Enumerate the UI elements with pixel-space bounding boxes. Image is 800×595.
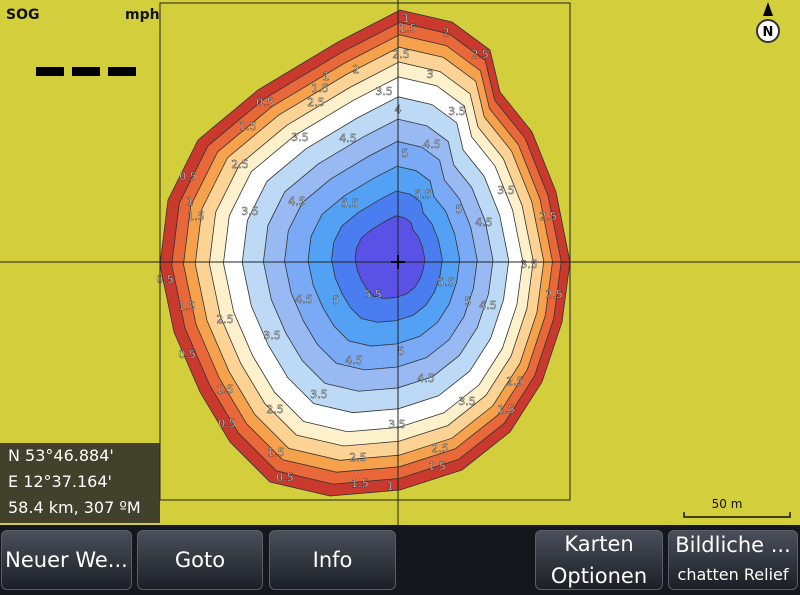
button-label: Karten: [564, 532, 634, 556]
compass-label: N: [763, 25, 774, 40]
button-label: chatten Relief: [677, 565, 789, 584]
contour-label: 0.5: [218, 417, 236, 430]
button[interactable]: Bildliche ... chatten Relief: [668, 530, 798, 590]
contour-label: 1.5: [216, 383, 234, 396]
contour-label: 4.5: [295, 293, 313, 306]
contour-label: 1.5: [187, 210, 205, 223]
contour-label: 2.5: [266, 403, 284, 416]
contour-label: 3.5: [388, 418, 406, 431]
contour-label: 4.5: [475, 216, 493, 229]
contour-label: 3.5: [241, 205, 259, 218]
contour-label: 5.5: [364, 288, 382, 301]
button-label: Bildliche ...: [675, 533, 791, 557]
contour-label: 5: [333, 294, 340, 307]
contour-label: 5.5: [437, 276, 455, 289]
contour-label: 2.5: [216, 313, 234, 326]
contour-label: 4.5: [423, 138, 441, 151]
contour-label: 0.5: [156, 273, 174, 286]
softkey-bar: [0, 525, 800, 595]
longitude: E 12°37.164': [8, 472, 112, 491]
map: 11.522.52.5311.520.52.53.543.51.53.54.54…: [0, 0, 800, 525]
range-bearing: 58.4 km, 307 ºM: [8, 498, 141, 517]
contour-label: 2.5: [307, 96, 325, 109]
sog-unit: mph: [125, 7, 160, 23]
contour-label: 2.5: [392, 48, 410, 61]
contour-label: 3.5: [310, 388, 328, 401]
depth-contours: [159, 9, 571, 497]
contour-label: 3.5: [520, 258, 538, 271]
contour-label: 3.5: [291, 131, 309, 144]
contour-label: 1.5: [399, 22, 417, 35]
button-label: Goto: [174, 548, 226, 572]
contour-label: 5: [465, 295, 472, 308]
contour-labels: 11.522.52.5311.520.52.53.543.51.53.54.54…: [156, 12, 563, 493]
contour-label: 4.5: [345, 354, 363, 367]
contour-label: 5.5: [341, 197, 359, 210]
contour-label: 0.5: [178, 348, 196, 361]
contour-label: 4.5: [479, 299, 497, 312]
contour-label: 4.5: [417, 372, 435, 385]
contour-label: 1.5: [267, 446, 285, 459]
contour-label: 5: [402, 147, 409, 160]
contour-label: 1: [387, 480, 394, 493]
contour-label: 1: [403, 12, 410, 25]
button[interactable]: Info: [269, 530, 396, 590]
contour-label: 2.5: [431, 442, 449, 455]
contour-label: 5: [456, 203, 463, 216]
contour-label: 1.5: [178, 300, 196, 313]
contour-label: 2: [353, 63, 360, 76]
contour-label: 3.5: [448, 105, 466, 118]
position-box: N 53°46.884' E 12°37.164' 58.4 km, 307 º…: [0, 443, 160, 523]
contour-label: 2.5: [471, 48, 489, 61]
contour-label: 5.5: [414, 188, 432, 201]
button[interactable]: Goto: [137, 530, 263, 590]
contour-label: 2.5: [349, 451, 367, 464]
button-label: Info: [312, 548, 353, 572]
sog-label: SOG: [6, 7, 39, 23]
sog-dash: [72, 67, 100, 76]
contour-label: 1.5: [351, 477, 369, 490]
contour-label: 3.5: [497, 184, 515, 197]
sog-dash: [36, 67, 64, 76]
contour-label: 3.5: [375, 85, 393, 98]
contour-label: 4.5: [288, 195, 306, 208]
contour-label: 2.5: [506, 375, 524, 388]
contour-label: 0.5: [276, 471, 294, 484]
contour-label: 1.5: [497, 403, 515, 416]
scale-bar: [683, 512, 791, 518]
latitude: N 53°46.884': [8, 446, 114, 465]
contour-label: 1.5: [311, 82, 329, 95]
contour-area: [354, 215, 426, 299]
contour-label: 1: [187, 195, 194, 208]
scale-label: 50 m: [712, 497, 743, 511]
contour-label: 4.5: [339, 132, 357, 145]
contour-label: 0.5: [256, 96, 274, 109]
button-label: Optionen: [550, 564, 648, 588]
contour-label: 2: [443, 26, 450, 39]
frame: [159, 2, 571, 501]
sog-dash: [108, 67, 136, 76]
contour-label: 3.5: [458, 395, 476, 408]
contour-label: 2.5: [545, 288, 563, 301]
contour-label: 2.5: [539, 210, 557, 223]
contour-label: 3: [427, 68, 434, 81]
contour-label: 3.5: [263, 329, 281, 342]
button-label: Neuer We...: [5, 548, 128, 572]
north-arrow: [763, 2, 773, 16]
compass: [756, 19, 780, 43]
contour-label: 1.5: [428, 460, 446, 473]
contour-label: 2.5: [231, 158, 249, 171]
button[interactable]: Karten Optionen: [535, 530, 663, 590]
contour-label: 0.5: [179, 170, 197, 183]
contour-label: 5: [398, 345, 405, 358]
contour-label: 1.5: [239, 120, 257, 133]
cursor: [391, 255, 405, 269]
button[interactable]: Neuer We...: [1, 530, 132, 590]
contour-label: 1: [323, 70, 330, 83]
